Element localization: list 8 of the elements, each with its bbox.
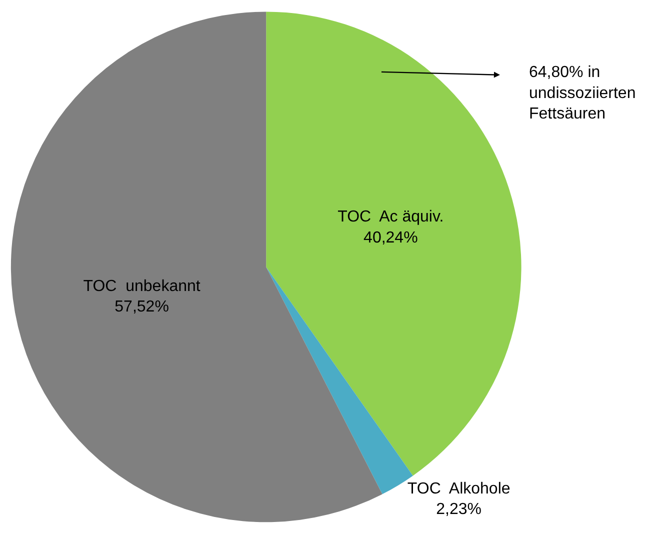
data-label: 40,24%: [364, 229, 418, 246]
data-label: 2,23%: [436, 501, 482, 518]
pie-slice: [266, 12, 521, 476]
slice-label: TOC Alkohole: [407, 480, 510, 498]
text: 64,80% in undissoziierten Fettsäuren: [529, 64, 636, 123]
data-label: 57,52%: [114, 298, 169, 316]
slice-label: TOC unbekannt: [83, 278, 201, 295]
slice-label: TOC Ac äquiv.: [338, 208, 444, 226]
